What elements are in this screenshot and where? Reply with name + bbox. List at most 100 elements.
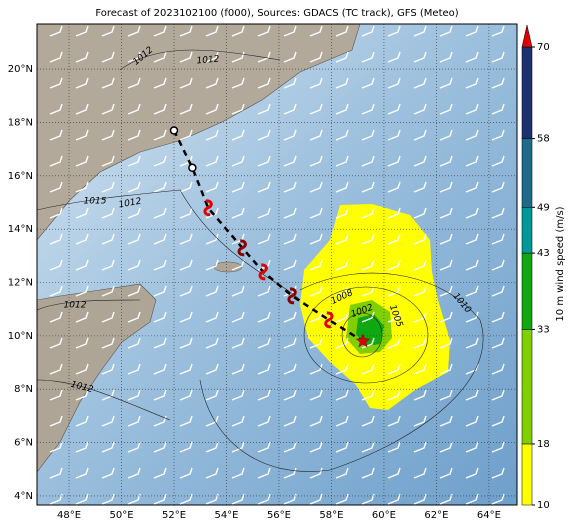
wind-barb — [491, 103, 505, 115]
wind-barb — [439, 415, 453, 427]
wind-barb — [335, 181, 349, 193]
wind-barb — [361, 389, 375, 401]
wind-barb — [257, 389, 271, 401]
colorbar-tick-label: 33 — [537, 324, 550, 335]
wind-barb — [413, 285, 427, 297]
wind-barb — [283, 77, 297, 89]
y-tick-label: 10°N — [8, 331, 33, 342]
wind-barb — [127, 441, 141, 453]
wind-barb — [101, 441, 115, 453]
colorbar-tick-label: 70 — [537, 42, 550, 53]
wind-barb — [283, 25, 297, 37]
wind-barb — [75, 337, 89, 349]
isobar — [341, 312, 383, 358]
wind-barb — [413, 155, 427, 167]
wind-barb — [101, 493, 115, 505]
isobar-label: 1012 — [196, 54, 220, 66]
wind-barb — [205, 285, 219, 297]
wind-barb — [413, 259, 427, 271]
wind-barb — [283, 181, 297, 193]
wind-barb — [387, 51, 401, 63]
wind-barb — [49, 467, 63, 479]
isobar-label: 1012 — [118, 197, 143, 211]
wind-barb — [101, 25, 115, 37]
wind-barb — [361, 25, 375, 37]
wind-barb — [153, 207, 167, 219]
wind-barb — [335, 285, 349, 297]
wind-barb — [205, 207, 219, 219]
wind-barb — [413, 25, 427, 37]
wind-barb — [75, 103, 89, 115]
wind-barb — [465, 129, 479, 141]
wind-barb — [179, 311, 193, 323]
track-point — [169, 126, 179, 135]
wind-barb — [49, 363, 63, 375]
wind-barb — [491, 181, 505, 193]
wind-barb — [283, 233, 297, 245]
wind-barb — [153, 285, 167, 297]
wind-barb — [491, 389, 505, 401]
wind-barb — [361, 207, 375, 219]
wind-barb — [335, 337, 349, 349]
wind-barb — [101, 259, 115, 271]
wind-barb — [283, 467, 297, 479]
wind-barb — [335, 259, 349, 271]
wind-barb — [257, 25, 271, 37]
x-tick-label: 56°E — [267, 510, 291, 521]
wind-barb — [231, 259, 245, 271]
wind-barb — [205, 103, 219, 115]
wind-barb — [49, 389, 63, 401]
wind-barb — [361, 285, 375, 297]
wind-barb — [127, 389, 141, 401]
isobar-label: 1015 — [84, 197, 107, 207]
wind-barb — [153, 129, 167, 141]
colorbar-tick-label: 49 — [537, 202, 550, 213]
wind-barb — [309, 467, 323, 479]
wind-barb — [257, 285, 271, 297]
cyclone-symbol — [237, 239, 247, 257]
wind-barb — [439, 77, 453, 89]
wind-barb — [439, 259, 453, 271]
wind-barb — [101, 337, 115, 349]
wind-barb — [491, 233, 505, 245]
wind-barb — [491, 25, 505, 37]
wind-barb — [257, 233, 271, 245]
wind-barb — [335, 363, 349, 375]
isobar — [37, 299, 141, 311]
wind-barb — [153, 311, 167, 323]
wind-barb — [101, 311, 115, 323]
wind-barb — [413, 51, 427, 63]
wind-barb — [387, 337, 401, 349]
wind-barb — [387, 441, 401, 453]
land-somalia — [37, 283, 157, 473]
wind-barb — [75, 285, 89, 297]
wind-barb — [127, 129, 141, 141]
cyclone-symbol — [287, 287, 297, 305]
wind-barb — [309, 311, 323, 323]
wind-barb — [153, 389, 167, 401]
colorbar-extend — [521, 24, 533, 48]
wind-barb — [491, 337, 505, 349]
wind-barb — [49, 441, 63, 453]
wind-barb — [75, 129, 89, 141]
wind-barb — [335, 415, 349, 427]
wind-barb — [361, 77, 375, 89]
wind-barb — [75, 311, 89, 323]
wind-barb — [179, 207, 193, 219]
wind-barb — [153, 51, 167, 63]
wind-barb — [283, 259, 297, 271]
colorbar-segment — [521, 207, 533, 254]
wind-barbs — [49, 25, 505, 505]
wind-barb — [179, 181, 193, 193]
graticule — [37, 24, 517, 505]
wind-barb — [49, 103, 63, 115]
wind-barb — [153, 155, 167, 167]
isobar — [303, 286, 429, 384]
x-tick-label: 62°E — [424, 510, 448, 521]
wind-barb — [309, 285, 323, 297]
wind-barb — [491, 441, 505, 453]
wind-barb — [387, 129, 401, 141]
wind-barb — [101, 415, 115, 427]
wind-barb — [465, 415, 479, 427]
wind-barb — [231, 441, 245, 453]
